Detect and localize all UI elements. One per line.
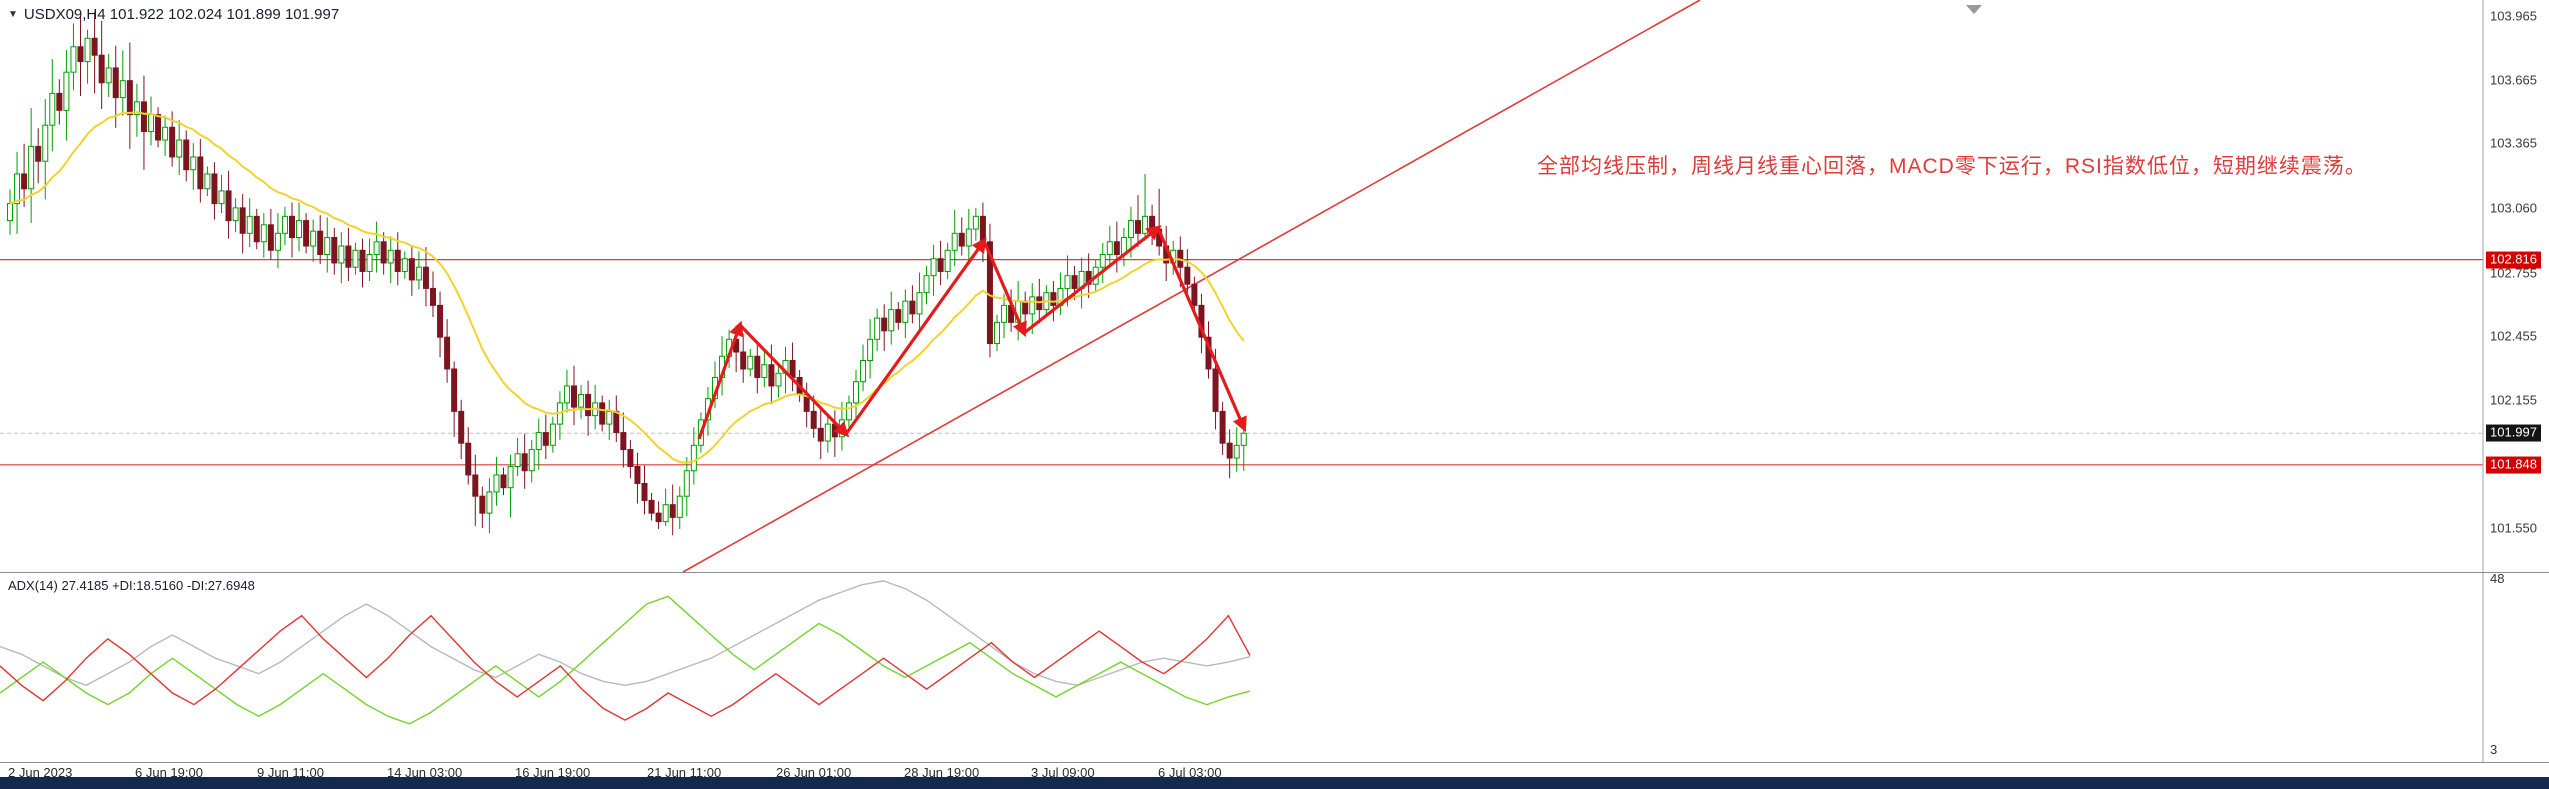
symbol-ohlc-text: USDX09,H4 101.922 102.024 101.899 101.99… bbox=[23, 6, 340, 23]
price-tick-label: 101.550 bbox=[2490, 520, 2537, 536]
price-tick-label: 102.755 bbox=[2490, 265, 2537, 281]
price-tick-label: 103.965 bbox=[2490, 8, 2537, 24]
status-bar bbox=[0, 777, 2549, 789]
time-tick-label: 14 Jun 03:00 bbox=[387, 765, 463, 780]
chart-shift-marker-icon[interactable] bbox=[1966, 5, 1982, 14]
price-tick-label: 103.365 bbox=[2490, 135, 2537, 151]
symbol-ohlc-label: ▼ USDX09,H4 101.922 102.024 101.899 101.… bbox=[8, 6, 339, 23]
indicator-axis-min-label: 3 bbox=[2490, 742, 2498, 757]
price-tick-label: 103.665 bbox=[2490, 72, 2537, 88]
time-tick-label: 3 Jul 09:00 bbox=[1031, 765, 1095, 780]
price-tick-label: 102.455 bbox=[2490, 328, 2537, 344]
indicator-axis-max-label: 48 bbox=[2490, 571, 2505, 586]
indicator-label: ADX(14) 27.4185 +DI:18.5160 -DI:27.6948 bbox=[8, 578, 255, 593]
price-marker-101.997: 101.997 bbox=[2486, 424, 2541, 442]
time-tick-label: 26 Jun 01:00 bbox=[776, 765, 852, 780]
price-tick-label: 103.060 bbox=[2490, 200, 2537, 216]
time-tick-label: 28 Jun 19:00 bbox=[904, 765, 980, 780]
price-marker-102.816: 102.816 bbox=[2486, 251, 2541, 269]
analysis-annotation: 全部均线压制，周线月线重心回落，MACD零下运行，RSI指数低位，短期继续震荡。 bbox=[1537, 155, 2367, 178]
time-tick-label: 6 Jun 19:00 bbox=[135, 765, 203, 780]
time-tick-label: 9 Jun 11:00 bbox=[257, 765, 324, 780]
price-tick-label: 102.155 bbox=[2490, 392, 2537, 408]
price-marker-101.848: 101.848 bbox=[2486, 456, 2541, 474]
time-tick-label: 16 Jun 19:00 bbox=[515, 765, 591, 780]
time-tick-label: 21 Jun 11:00 bbox=[647, 765, 722, 780]
symbol-dropdown-icon[interactable]: ▼ bbox=[8, 8, 18, 20]
time-tick-label: 2 Jun 2023 bbox=[8, 765, 73, 780]
time-tick-label: 6 Jul 03:00 bbox=[1158, 765, 1222, 780]
